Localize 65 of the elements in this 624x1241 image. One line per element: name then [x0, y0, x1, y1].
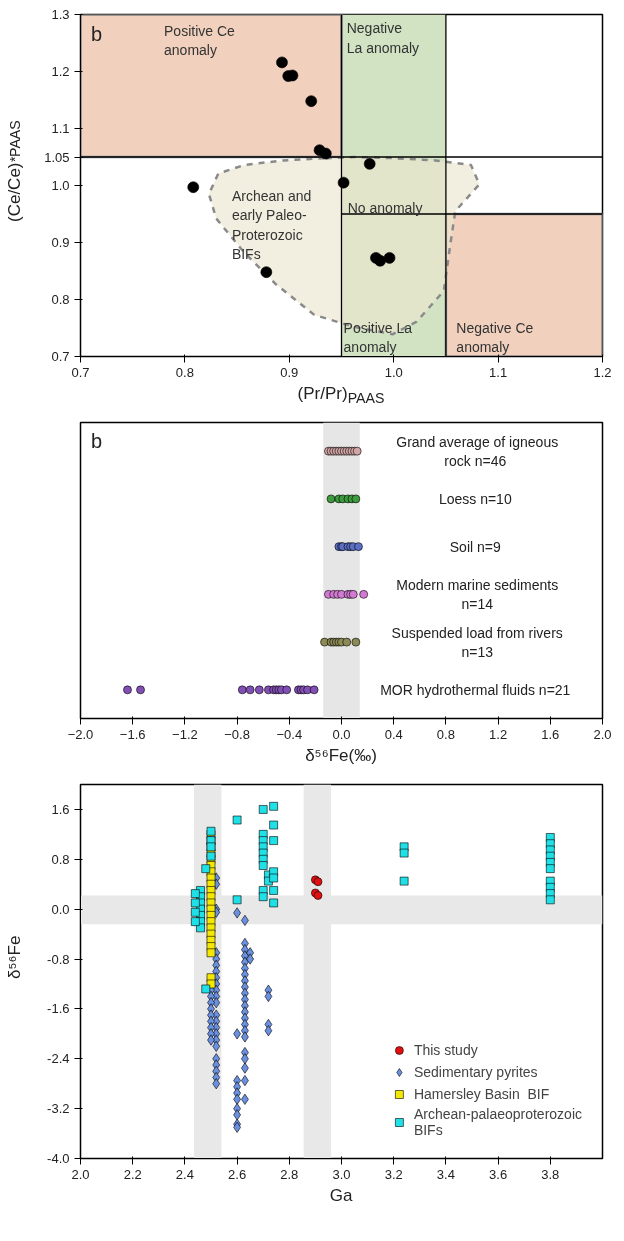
- category-label: Modern marine sediments n=14: [396, 576, 559, 612]
- x-tick-label: −0.8: [224, 726, 250, 742]
- x-tick-label: 1.2: [593, 364, 612, 380]
- x-tick-label: 1.1: [489, 364, 508, 380]
- x-tick-label: 1.6: [541, 726, 560, 742]
- y-tick-label: 1.3: [51, 7, 70, 22]
- x-tick-label: 2.4: [175, 1166, 194, 1182]
- legend-label: Hamersley Basin BIF: [413, 1086, 550, 1102]
- y-tick-label: 1.2: [51, 64, 70, 79]
- y-tick-label: 0.8: [51, 292, 70, 307]
- y-tick-label: 0.8: [51, 851, 70, 867]
- annotation: Positive Ce anomaly: [164, 23, 236, 59]
- x-tick-label: 0.7: [71, 364, 90, 380]
- category-label: Grand average of igneous rock n=46: [396, 433, 559, 469]
- y-tick-label: 1.05: [44, 149, 70, 165]
- x-tick-label: 3.4: [436, 1166, 455, 1182]
- category-label: MOR hydrothermal fluids n=21: [380, 681, 571, 698]
- category-label: Suspended load from rivers n=13: [391, 624, 563, 660]
- x-tick-label: 1.2: [489, 726, 508, 742]
- y-tick-label: -1.6: [47, 1001, 70, 1017]
- y-tick-label: -2.4: [47, 1051, 70, 1067]
- x-tick-label: 2.0: [593, 726, 612, 742]
- x-tick-label: 3.8: [541, 1166, 560, 1182]
- annotation: No anomaly: [347, 199, 423, 216]
- x-tick-label: 0.9: [280, 364, 299, 380]
- legend-label: Sedimentary pyrites: [413, 1064, 538, 1080]
- y-tick-label: -0.8: [47, 951, 70, 967]
- y-tick-label: -4.0: [47, 1151, 70, 1166]
- x-tick-label: −1.6: [119, 726, 146, 742]
- annotation: b: [90, 23, 103, 46]
- x-tick-label: 3.0: [332, 1166, 351, 1182]
- category-label: Soil n=9: [449, 538, 501, 555]
- legend-label: Archean-palaeoproterozoic BIFs: [413, 1106, 582, 1138]
- annotation: Archean and early Paleo- Proterozoic BIFs: [231, 188, 312, 262]
- y-tick-label: 1.1: [51, 121, 70, 136]
- legend-label: This study: [413, 1042, 478, 1058]
- y-tick-label: 1.6: [51, 801, 70, 817]
- y-tick-label: 1.0: [51, 178, 70, 193]
- x-tick-label: 0.0: [332, 726, 351, 742]
- category-label: Loess n=10: [438, 490, 512, 507]
- x-tick-label: 0.4: [384, 726, 403, 742]
- x-axis-title: Ga: [328, 1185, 354, 1207]
- y-tick-label: 0.9: [51, 235, 70, 250]
- annotation: Negative La anomaly: [346, 20, 420, 56]
- x-tick-label: −0.4: [276, 726, 303, 742]
- y-tick-label: 0.7: [51, 349, 70, 364]
- x-axis-title: (Pr/Pr)$_{PAAS}$: [296, 383, 386, 409]
- x-tick-label: 2.8: [280, 1166, 299, 1182]
- x-axis-title: δ⁵⁶Fe(‰): [304, 745, 378, 767]
- y-axis-title: δ⁵⁶Fe: [3, 934, 25, 981]
- x-tick-label: 3.2: [384, 1166, 403, 1182]
- x-tick-label: 0.8: [175, 364, 194, 380]
- x-tick-label: 1.0: [384, 364, 403, 380]
- annotation: Positive La anomaly: [343, 319, 413, 355]
- x-tick-label: −1.2: [172, 726, 198, 742]
- annotation: Negative Ce anomaly: [456, 319, 534, 355]
- y-tick-label: -3.2: [47, 1101, 70, 1117]
- y-tick-label: 0.0: [51, 901, 70, 917]
- x-tick-label: 0.8: [436, 726, 455, 742]
- x-tick-label: −2.0: [67, 726, 94, 742]
- annotation: b: [90, 429, 103, 452]
- x-tick-label: 2.0: [71, 1166, 90, 1182]
- x-tick-label: 2.6: [228, 1166, 247, 1182]
- x-tick-label: 3.6: [489, 1166, 508, 1182]
- x-tick-label: 2.2: [123, 1166, 142, 1182]
